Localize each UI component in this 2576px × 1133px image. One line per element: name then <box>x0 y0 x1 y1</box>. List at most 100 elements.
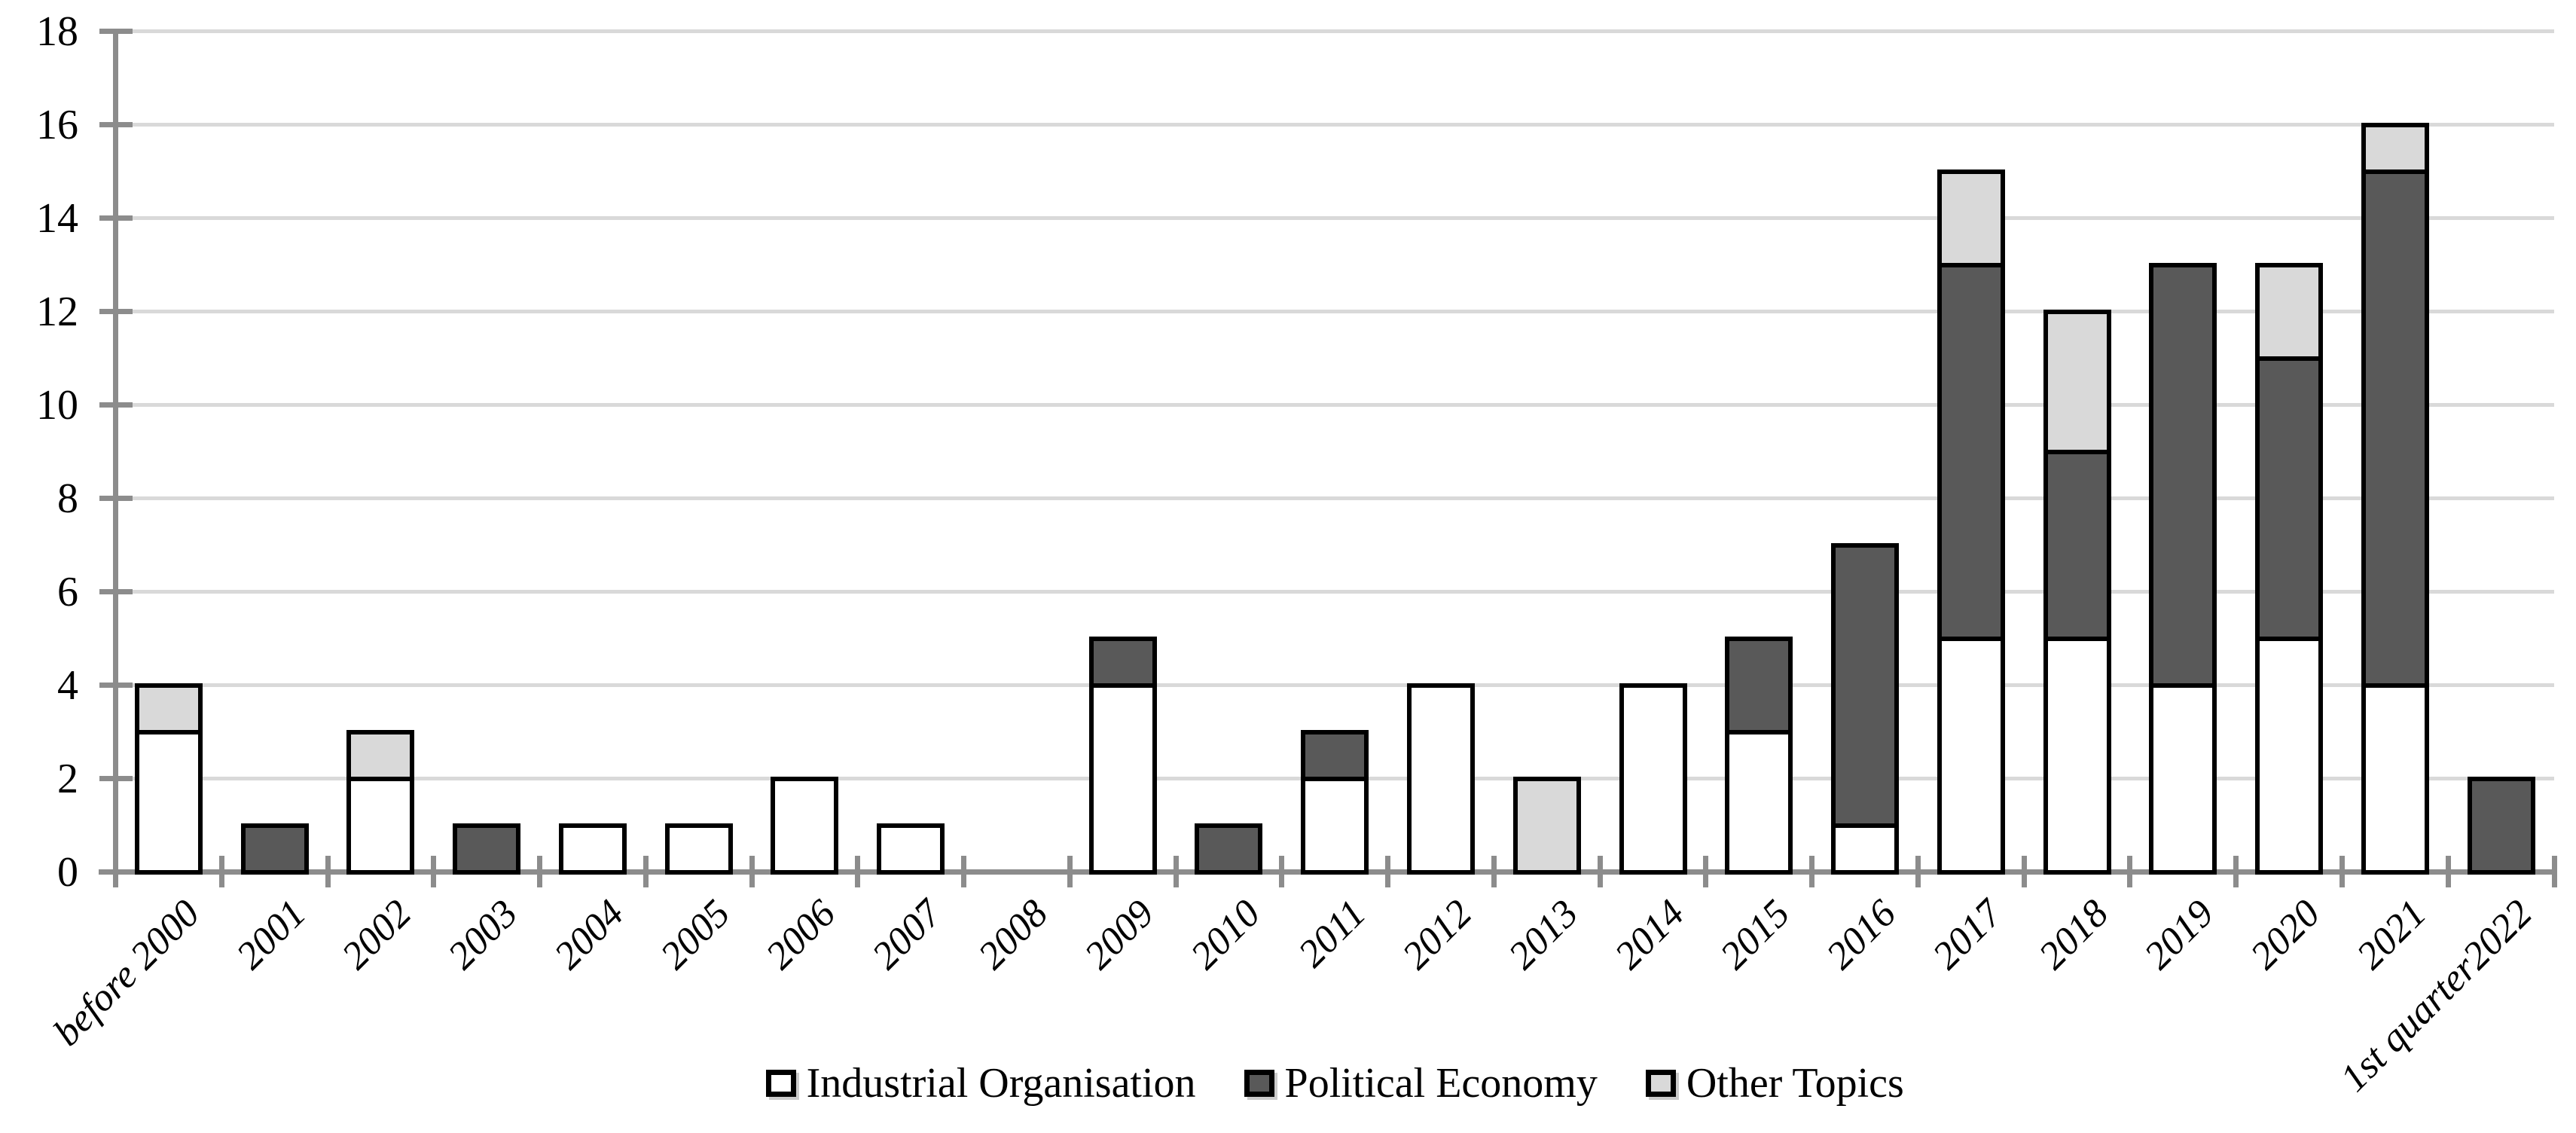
x-axis-tick-label-2009: 2009 <box>1076 891 1162 978</box>
bar-segment-2005-industrial-organisation <box>664 823 733 875</box>
y-axis-tick-label-10: 10 <box>36 381 78 429</box>
y-axis-tick-14 <box>99 215 133 221</box>
bar-segment-2002-industrial-organisation <box>346 776 415 875</box>
x-axis-tick-6 <box>749 856 755 887</box>
y-axis-tick-18 <box>99 29 133 34</box>
y-axis-tick-label-4: 4 <box>57 661 78 709</box>
bar-segment-2020-industrial-organisation <box>2255 636 2324 875</box>
x-axis-tick-19 <box>2127 856 2133 887</box>
bar-segment-2017-other-topics <box>1937 169 2005 267</box>
bar-segment-2009-political-economy <box>1088 636 1157 688</box>
bar-segment-2016-industrial-organisation <box>1831 823 1900 875</box>
bar-segment-2004-industrial-organisation <box>558 823 627 875</box>
x-axis-tick-14 <box>1597 856 1603 887</box>
x-axis-tick-10 <box>1173 856 1179 887</box>
gridline-6 <box>115 590 2554 594</box>
bar-segment-before-2000-industrial-organisation <box>134 729 203 875</box>
y-axis-tick-4 <box>99 683 133 688</box>
y-axis-line <box>113 29 118 887</box>
y-axis-tick-label-0: 0 <box>57 848 78 896</box>
x-axis-tick-label-2006: 2006 <box>758 891 844 978</box>
bar-segment-2006-industrial-organisation <box>771 776 839 875</box>
x-axis-tick-label-2013: 2013 <box>1500 891 1586 978</box>
y-axis-tick-label-16: 16 <box>36 101 78 148</box>
y-axis-tick-8 <box>99 496 133 501</box>
x-axis-tick-17 <box>1915 856 1921 887</box>
x-axis-tick-label-2018: 2018 <box>2030 891 2117 978</box>
x-axis-tick-label-2011: 2011 <box>1290 891 1375 976</box>
legend-swatch-political-economy <box>1244 1070 1274 1097</box>
bar-segment-2018-industrial-organisation <box>2043 636 2111 875</box>
legend-swatch-industrial-organisation <box>765 1070 796 1097</box>
y-axis-tick-label-2: 2 <box>57 755 78 802</box>
x-axis-tick-4 <box>537 856 543 887</box>
bar-segment-2018-other-topics <box>2043 309 2111 454</box>
bar-segment-2009-industrial-organisation <box>1088 683 1157 875</box>
bar-segment-2014-industrial-organisation <box>1619 683 1687 875</box>
x-axis-tick-2 <box>325 856 331 887</box>
y-axis-tick-2 <box>99 776 133 781</box>
x-axis-tick-20 <box>2233 856 2239 887</box>
bar-segment-2007-industrial-organisation <box>877 823 945 875</box>
gridline-14 <box>115 216 2554 220</box>
x-axis-tick-label-2017: 2017 <box>1924 891 2011 978</box>
y-axis-tick-label-18: 18 <box>36 8 78 55</box>
x-axis-tick-label-2003: 2003 <box>440 891 526 978</box>
bar-segment-before-2000-other-topics <box>134 683 203 734</box>
legend-item-other-topics: Other Topics <box>1645 1062 1904 1104</box>
x-axis-tick-label-2016: 2016 <box>1818 891 1905 978</box>
x-axis-tick-18 <box>2021 856 2027 887</box>
bar-segment-2011-industrial-organisation <box>1301 776 1369 875</box>
gridline-16 <box>115 123 2554 127</box>
x-axis-tick-23 <box>2551 856 2557 887</box>
x-axis-tick-label-2004: 2004 <box>546 891 633 978</box>
x-axis-tick-label-2001: 2001 <box>227 891 314 978</box>
x-axis-tick-label-2021: 2021 <box>2349 891 2435 978</box>
x-axis-tick-label-2014: 2014 <box>1606 891 1692 978</box>
x-axis-tick-label-2015: 2015 <box>1712 891 1799 978</box>
gridline-18 <box>115 29 2554 33</box>
bar-segment-2013-other-topics <box>1512 776 1581 875</box>
bar-segment-2021-political-economy <box>2361 169 2429 688</box>
x-axis-tick-label-2007: 2007 <box>864 891 951 978</box>
bar-segment-2019-industrial-organisation <box>2149 683 2217 875</box>
legend-label-political-economy: Political Economy <box>1284 1060 1598 1107</box>
bar-segment-2021-industrial-organisation <box>2361 683 2429 875</box>
x-axis-tick-16 <box>1809 856 1815 887</box>
x-axis-tick-15 <box>1703 856 1709 887</box>
legend-item-political-economy: Political Economy <box>1244 1062 1598 1104</box>
y-axis-tick-label-12: 12 <box>36 288 78 335</box>
gridline-4 <box>115 683 2554 687</box>
x-axis-tick-13 <box>1491 856 1497 887</box>
bar-segment-2019-political-economy <box>2149 262 2217 688</box>
x-axis-tick-label-2019: 2019 <box>2136 891 2223 978</box>
bar-segment-1st-quarter2022-political-economy <box>2467 776 2535 875</box>
bar-segment-2015-political-economy <box>1725 636 1793 734</box>
bar-segment-2017-political-economy <box>1937 262 2005 641</box>
legend-label-industrial-organisation: Industrial Organisation <box>806 1060 1196 1107</box>
y-axis-tick-6 <box>99 589 133 594</box>
x-axis-tick-label-2010: 2010 <box>1182 891 1268 978</box>
bar-segment-2021-other-topics <box>2361 122 2429 174</box>
x-axis-tick-21 <box>2339 856 2345 887</box>
y-axis-tick-label-8: 8 <box>57 475 78 522</box>
x-axis-tick-label-2012: 2012 <box>1394 891 1481 978</box>
bar-segment-2017-industrial-organisation <box>1937 636 2005 875</box>
bar-segment-2001-political-economy <box>240 823 309 875</box>
x-axis-tick-22 <box>2445 856 2451 887</box>
bar-segment-2020-political-economy <box>2255 356 2324 641</box>
bar-segment-2003-political-economy <box>453 823 521 875</box>
x-axis-tick-label-2005: 2005 <box>652 891 738 978</box>
gridline-8 <box>115 496 2554 500</box>
x-axis-tick-12 <box>1385 856 1391 887</box>
y-axis-tick-label-6: 6 <box>57 568 78 615</box>
y-axis-tick-label-14: 14 <box>36 194 78 242</box>
x-axis-tick-3 <box>431 856 437 887</box>
gridline-12 <box>115 310 2554 313</box>
bar-segment-2020-other-topics <box>2255 262 2324 361</box>
x-axis-tick-label-before-2000: before 2000 <box>45 891 209 1055</box>
legend-swatch-other-topics <box>1645 1070 1676 1097</box>
bar-segment-2002-other-topics <box>346 729 415 781</box>
